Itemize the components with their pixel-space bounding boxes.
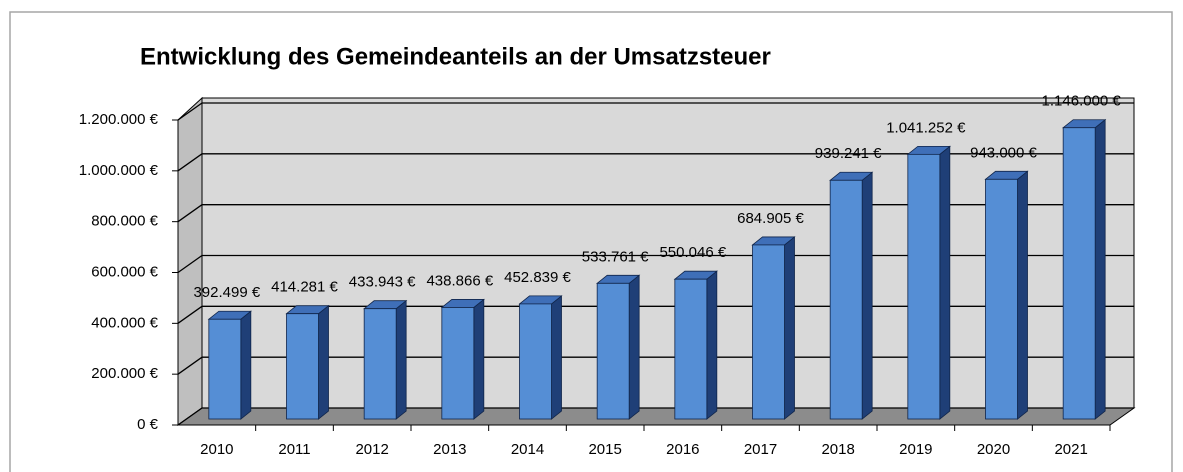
value-label: 392.499 €	[193, 284, 260, 301]
y-tick-label: 200.000 €	[91, 365, 158, 382]
bar-side	[240, 310, 252, 420]
value-label: 550.046 €	[659, 244, 726, 261]
x-tick-label: 2021	[1054, 441, 1087, 458]
x-tick-label: 2016	[666, 441, 699, 458]
bar-side	[784, 236, 795, 420]
value-label: 939.241 €	[815, 145, 882, 162]
bar-side	[939, 145, 951, 420]
grid-line	[177, 102, 1134, 121]
bar	[752, 244, 785, 420]
y-tick-label: 1.200.000 €	[79, 111, 159, 128]
x-tick-label: 2011	[278, 441, 310, 458]
bar-side	[1094, 118, 1106, 420]
value-label: 533.761 €	[582, 248, 649, 265]
bar	[907, 153, 941, 420]
value-label: 438.866 €	[426, 272, 493, 289]
x-tick-label: 2014	[511, 441, 544, 458]
bar-side	[1017, 170, 1028, 420]
grid-line	[177, 204, 1134, 223]
y-tick-label: 0 €	[137, 416, 159, 433]
grid-line	[177, 254, 1134, 274]
bar	[286, 313, 319, 420]
bar	[441, 307, 475, 420]
bar	[596, 282, 630, 420]
y-tick-label: 1.000.000 €	[79, 162, 159, 179]
x-tick-label: 2010	[200, 441, 233, 458]
bar-side	[395, 299, 407, 420]
x-tick-label: 2019	[899, 441, 932, 458]
bar	[829, 179, 863, 420]
grid-line	[177, 407, 1134, 426]
value-label: 943.000 €	[970, 144, 1037, 161]
x-tick-label: 2015	[588, 441, 621, 458]
y-tick-label: 600.000 €	[91, 263, 158, 280]
x-tick-label: 2017	[744, 441, 777, 458]
bar-side	[473, 298, 485, 420]
bar-side	[706, 270, 718, 420]
x-tick-label: 2018	[821, 441, 854, 458]
bar-side	[551, 295, 562, 420]
grid-line	[177, 305, 1134, 324]
bar	[519, 303, 552, 420]
value-label: 414.281 €	[271, 279, 338, 296]
bar-side	[628, 274, 640, 420]
y-tick-label: 800.000 €	[91, 213, 158, 230]
x-tick-label: 2020	[977, 441, 1010, 458]
bar-side	[861, 171, 873, 420]
side-wall	[177, 96, 203, 426]
bar	[1062, 127, 1096, 420]
bar	[208, 318, 242, 420]
value-label: 1.041.252 €	[886, 119, 966, 136]
bar	[674, 278, 708, 420]
value-label: 684.905 €	[737, 210, 804, 227]
bar	[985, 178, 1018, 420]
value-label: 1.146.000 €	[1042, 93, 1122, 110]
value-label: 433.943 €	[349, 274, 416, 291]
value-label: 452.839 €	[504, 269, 571, 286]
chart-title: Entwicklung des Gemeindeanteils an der U…	[140, 43, 771, 70]
x-tick-label: 2012	[355, 441, 388, 458]
y-tick-label: 400.000 €	[91, 314, 158, 331]
grid-line	[177, 153, 1134, 172]
grid-line	[177, 356, 1134, 375]
bar	[363, 308, 397, 420]
bar-side	[318, 304, 329, 420]
x-tick-label: 2013	[433, 441, 466, 458]
